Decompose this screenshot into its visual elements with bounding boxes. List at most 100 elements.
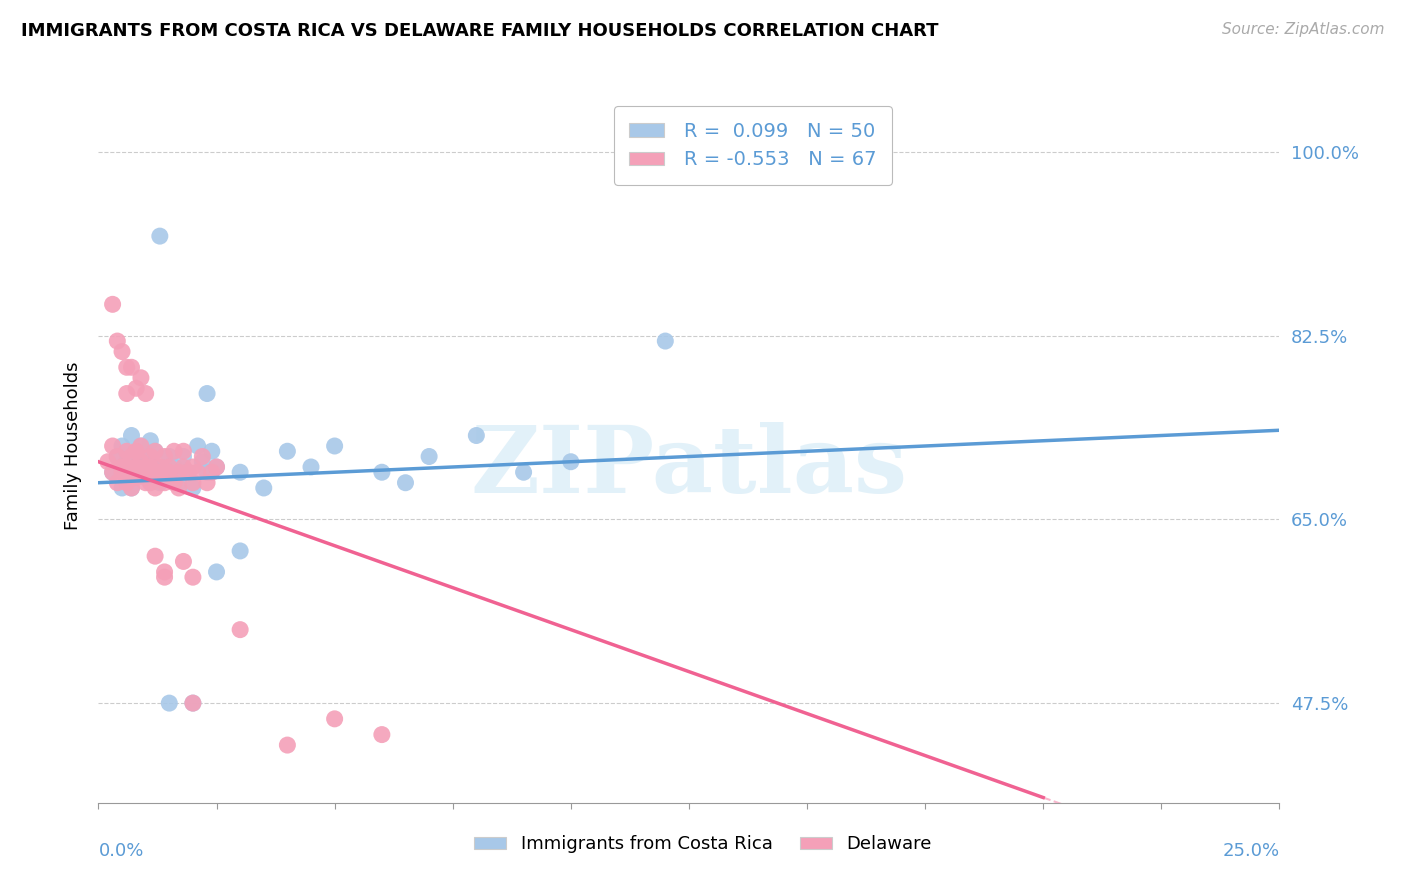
- Point: [229, 465, 252, 479]
- Point: [139, 460, 162, 475]
- Point: [149, 229, 172, 244]
- Point: [153, 465, 176, 479]
- Point: [172, 450, 194, 464]
- Point: [129, 455, 152, 469]
- Point: [181, 696, 204, 710]
- Point: [149, 465, 172, 479]
- Point: [139, 434, 162, 448]
- Legend: Immigrants from Costa Rica, Delaware: Immigrants from Costa Rica, Delaware: [467, 829, 939, 861]
- Point: [135, 475, 157, 490]
- Point: [135, 460, 157, 475]
- Point: [125, 470, 148, 484]
- Point: [115, 386, 138, 401]
- Point: [125, 381, 148, 395]
- Point: [129, 465, 152, 479]
- Point: [97, 455, 120, 469]
- Point: [115, 470, 138, 484]
- Point: [191, 450, 214, 464]
- Point: [253, 481, 276, 495]
- Point: [157, 465, 180, 479]
- Point: [143, 465, 166, 479]
- Point: [115, 455, 138, 469]
- Point: [125, 460, 148, 475]
- Point: [139, 475, 162, 490]
- Point: [177, 465, 200, 479]
- Point: [172, 460, 194, 475]
- Point: [187, 439, 209, 453]
- Point: [181, 475, 204, 490]
- Y-axis label: Family Households: Family Households: [65, 362, 83, 530]
- Point: [121, 481, 143, 495]
- Point: [654, 334, 676, 348]
- Point: [323, 712, 346, 726]
- Point: [195, 386, 218, 401]
- Point: [105, 334, 128, 348]
- Point: [157, 450, 180, 464]
- Point: [153, 450, 176, 464]
- Point: [115, 360, 138, 375]
- Text: 25.0%: 25.0%: [1222, 842, 1279, 860]
- Point: [465, 428, 488, 442]
- Point: [111, 344, 134, 359]
- Text: ZIPatlas: ZIPatlas: [471, 423, 907, 512]
- Point: [135, 450, 157, 464]
- Legend: R =  0.099   N = 50, R = -0.553   N = 67: R = 0.099 N = 50, R = -0.553 N = 67: [614, 106, 891, 185]
- Point: [153, 570, 176, 584]
- Point: [101, 297, 124, 311]
- Point: [149, 460, 172, 475]
- Point: [125, 444, 148, 458]
- Point: [229, 623, 252, 637]
- Point: [181, 696, 204, 710]
- Point: [143, 444, 166, 458]
- Point: [195, 465, 218, 479]
- Point: [143, 549, 166, 564]
- Text: IMMIGRANTS FROM COSTA RICA VS DELAWARE FAMILY HOUSEHOLDS CORRELATION CHART: IMMIGRANTS FROM COSTA RICA VS DELAWARE F…: [21, 22, 939, 40]
- Point: [157, 696, 180, 710]
- Point: [172, 444, 194, 458]
- Point: [135, 470, 157, 484]
- Point: [125, 444, 148, 458]
- Point: [191, 455, 214, 469]
- Point: [205, 460, 228, 475]
- Point: [149, 475, 172, 490]
- Point: [153, 565, 176, 579]
- Point: [111, 439, 134, 453]
- Text: Source: ZipAtlas.com: Source: ZipAtlas.com: [1222, 22, 1385, 37]
- Point: [149, 460, 172, 475]
- Point: [205, 565, 228, 579]
- Point: [115, 460, 138, 475]
- Point: [195, 475, 218, 490]
- Point: [115, 444, 138, 458]
- Point: [323, 439, 346, 453]
- Point: [167, 465, 190, 479]
- Point: [276, 738, 298, 752]
- Point: [143, 460, 166, 475]
- Point: [371, 728, 394, 742]
- Point: [105, 450, 128, 464]
- Point: [139, 450, 162, 464]
- Point: [121, 360, 143, 375]
- Point: [418, 450, 440, 464]
- Point: [201, 444, 224, 458]
- Point: [172, 554, 194, 568]
- Point: [205, 460, 228, 475]
- Point: [394, 475, 416, 490]
- Point: [560, 455, 582, 469]
- Point: [129, 439, 152, 453]
- Point: [163, 475, 186, 490]
- Point: [167, 481, 190, 495]
- Point: [181, 481, 204, 495]
- Point: [181, 570, 204, 584]
- Point: [129, 371, 152, 385]
- Point: [201, 465, 224, 479]
- Point: [111, 460, 134, 475]
- Point: [181, 460, 204, 475]
- Point: [101, 439, 124, 453]
- Point: [111, 465, 134, 479]
- Point: [125, 465, 148, 479]
- Point: [139, 465, 162, 479]
- Point: [105, 475, 128, 490]
- Point: [187, 465, 209, 479]
- Point: [229, 544, 252, 558]
- Point: [143, 444, 166, 458]
